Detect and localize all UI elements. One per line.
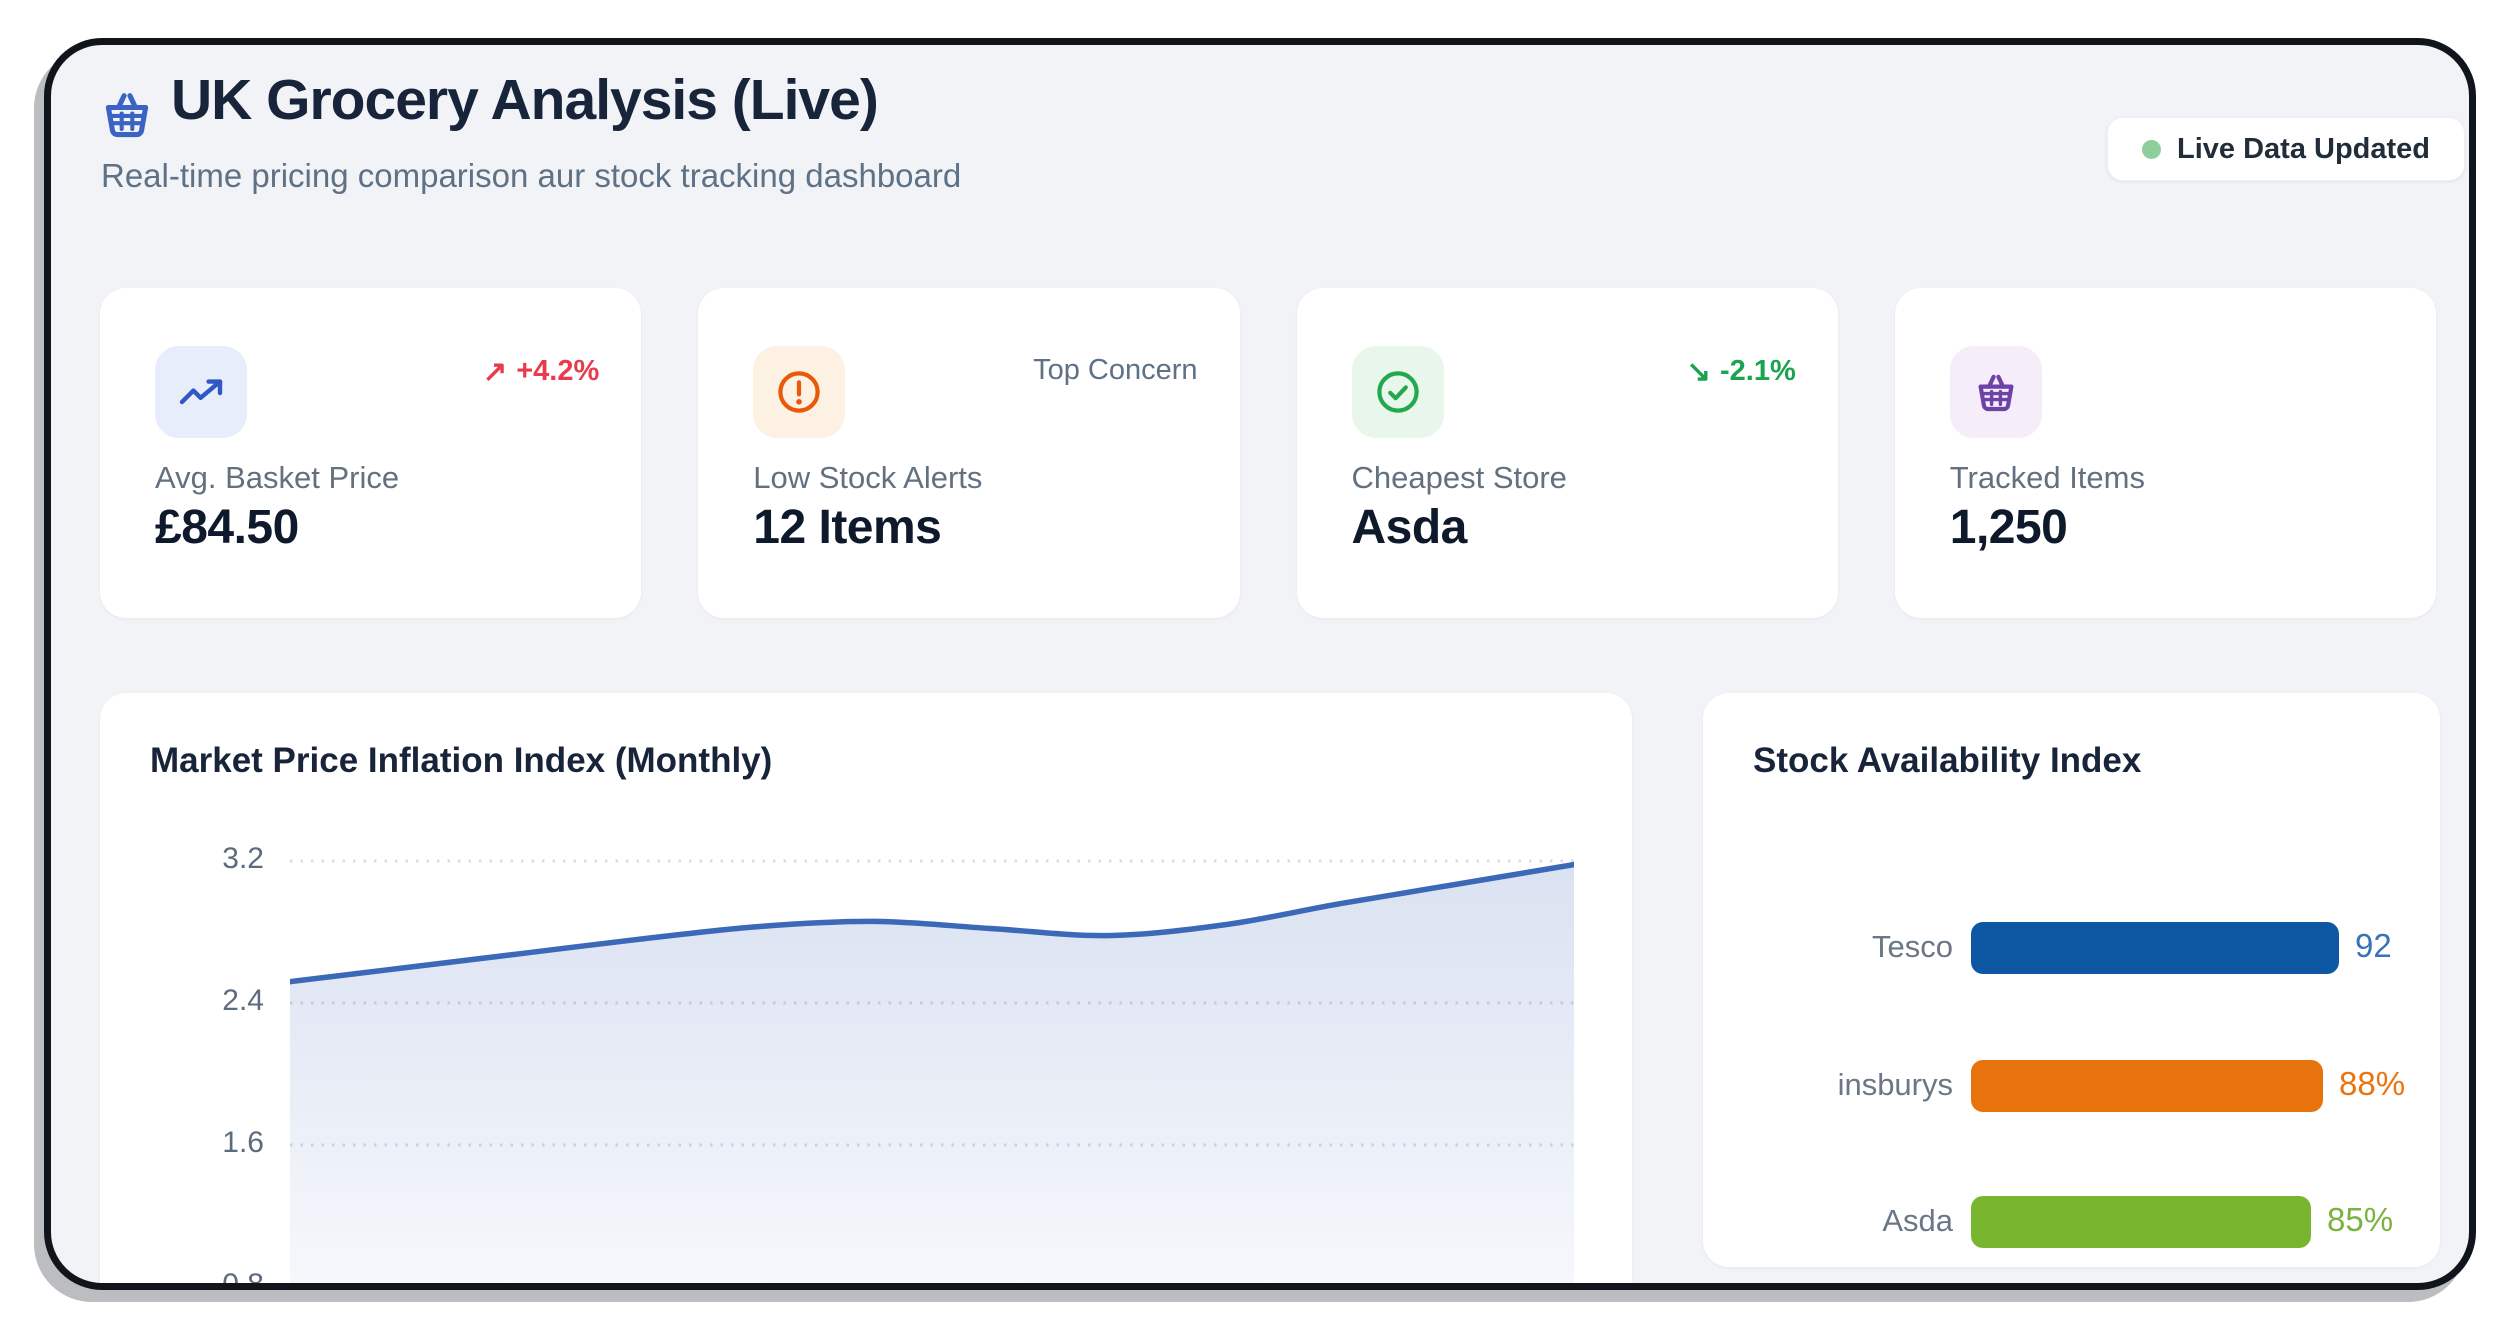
trending-up-icon-box [155,346,247,438]
basket-icon-box [1949,346,2042,438]
trend-badge-text: +4.2% [516,355,600,387]
bar-row-insburys: insburys 88% [1703,1058,2440,1114]
y-axis-tick: 3.2 [222,842,264,875]
stock-availability-card: Stock Availability Index Tesco 92 insbur… [1703,693,2440,1267]
stat-value: 12 Items [753,501,942,554]
trend-badge: Top Concern [1033,354,1197,387]
stat-value: Asda [1351,501,1468,554]
trend-badge-text: Top Concern [1033,354,1198,386]
y-axis-tick: 0.8 [222,1268,264,1290]
live-data-badge: Live Data Updated [2107,117,2465,181]
live-status-dot-icon [2142,139,2161,159]
stock-availability-title: Stock Availability Index [1753,741,2142,780]
y-axis-tick: 1.6 [222,1126,264,1159]
bar-row-asda: Asda 85% [1703,1194,2440,1250]
bar-value: 92 [2355,927,2392,964]
stat-value: £84.50 [155,501,299,554]
trend-down-arrow-icon: ↘ [1686,356,1711,388]
bar [1971,922,2339,974]
bar-label: Tesco [1872,929,1953,964]
bar-label: insburys [1837,1067,1953,1102]
stat-card-low-stock-alerts: Top Concern Low Stock Alerts 12 Items [698,288,1240,618]
inflation-area [290,864,1574,1283]
basket-icon [1978,374,2014,412]
stat-card-cheapest-store: ↘ -2.1% Cheapest Store Asda [1296,288,1838,618]
bar [1971,1196,2311,1248]
check-circle-icon-box [1351,346,1444,438]
stat-label: Avg. Basket Price [155,460,400,495]
dashboard-window: UK Grocery Analysis (Live) Real-time pri… [44,38,2476,1290]
bar [1971,1060,2323,1112]
trend-badge: ↗ +4.2% [483,354,599,389]
bar-value: 85% [2327,1201,2394,1238]
bar-label: Asda [1882,1203,1953,1238]
stats-row: ↗ +4.2% Avg. Basket Price £84.50 Top Con… [100,288,2436,618]
alert-circle-icon [778,371,820,413]
trend-up-arrow-icon: ↗ [482,356,508,388]
inflation-area-chart [290,859,1574,1283]
bar-value: 88% [2339,1065,2406,1102]
inflation-chart-card: Market Price Inflation Index (Monthly) 3… [100,693,1632,1290]
stat-label: Tracked Items [1949,460,2145,495]
page-subtitle: Real-time pricing comparison aur stock t… [101,157,962,194]
stat-card-avg-basket-price: ↗ +4.2% Avg. Basket Price £84.50 [100,288,642,618]
inflation-chart-title: Market Price Inflation Index (Monthly) [150,741,773,780]
check-circle-icon [1376,371,1419,413]
inflation-line [290,861,1574,985]
trend-badge: ↘ -2.1% [1687,354,1796,389]
y-axis-tick: 2.4 [222,984,264,1017]
live-badge-label: Live Data Updated [2177,132,2430,165]
stat-label: Cheapest Store [1351,460,1567,495]
stat-card-tracked-items: Tracked Items 1,250 [1894,288,2436,618]
alert-circle-icon-box [753,346,846,438]
basket-icon [105,93,149,138]
trending-up-icon [179,379,223,405]
bar-row-tesco: Tesco 92 [1703,920,2440,976]
stat-value: 1,250 [1949,501,2068,554]
trend-badge-text: -2.1% [1719,355,1796,387]
stat-label: Low Stock Alerts [753,460,983,495]
page-title: UK Grocery Analysis (Live) [171,68,879,132]
